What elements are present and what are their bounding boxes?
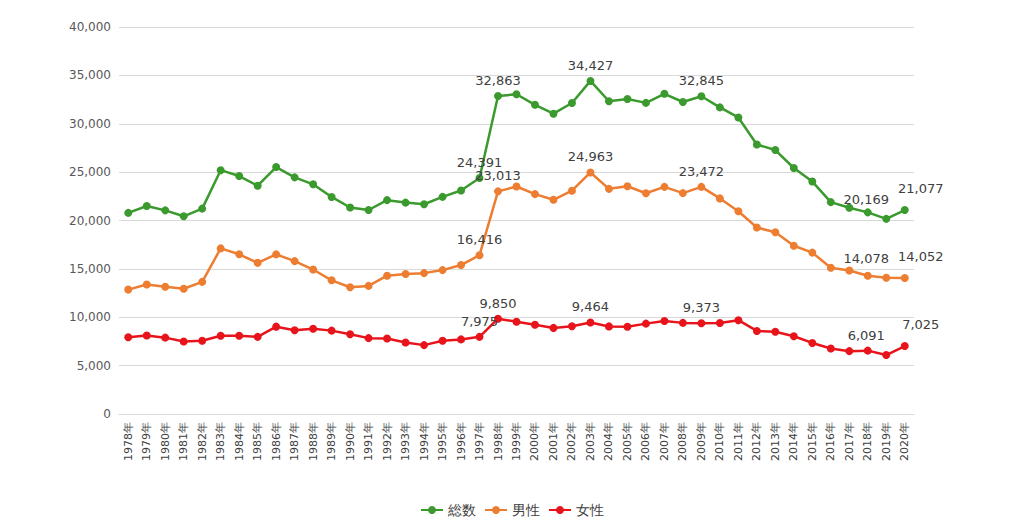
svg-text:2001年: 2001年 [547,422,560,461]
svg-text:2017年: 2017年 [843,422,856,461]
svg-text:男性: 男性 [512,502,540,518]
svg-text:1987年: 1987年 [288,422,301,461]
svg-text:2006年: 2006年 [639,422,652,461]
svg-text:1978年: 1978年 [122,422,135,461]
svg-text:1994年: 1994年 [418,422,431,461]
svg-text:1980年: 1980年 [159,422,172,461]
svg-text:1982年: 1982年 [196,422,209,461]
svg-text:7,975: 7,975 [461,314,498,329]
svg-text:2014年: 2014年 [787,422,800,461]
svg-text:1999年: 1999年 [510,422,523,461]
svg-text:2018年: 2018年 [861,422,874,461]
svg-text:30,000: 30,000 [69,117,111,131]
svg-text:15,000: 15,000 [69,262,111,276]
svg-text:34,427: 34,427 [568,58,614,73]
svg-text:2005年: 2005年 [621,422,634,461]
svg-text:9,464: 9,464 [572,299,609,314]
svg-text:2019年: 2019年 [880,422,893,461]
svg-text:10,000: 10,000 [69,310,111,324]
svg-text:1984年: 1984年 [233,422,246,461]
svg-text:32,863: 32,863 [475,73,521,88]
svg-text:2016年: 2016年 [824,422,837,461]
svg-text:35,000: 35,000 [69,68,111,82]
svg-text:1983年: 1983年 [214,422,227,461]
svg-text:0: 0 [103,407,111,421]
svg-text:6,091: 6,091 [848,328,885,343]
svg-text:1996年: 1996年 [455,422,468,461]
svg-text:1990年: 1990年 [344,422,357,461]
svg-text:1992年: 1992年 [381,422,394,461]
svg-text:1981年: 1981年 [177,422,190,461]
svg-text:7,025: 7,025 [902,317,939,332]
svg-text:1979年: 1979年 [140,422,153,461]
svg-text:1993年: 1993年 [399,422,412,461]
svg-text:24,391: 24,391 [456,155,503,170]
svg-text:23,013: 23,013 [475,168,521,183]
svg-text:1991年: 1991年 [362,422,375,461]
svg-text:5,000: 5,000 [77,359,111,373]
svg-text:9,373: 9,373 [683,300,720,315]
svg-text:40,000: 40,000 [69,20,111,34]
svg-text:1985年: 1985年 [251,422,264,461]
svg-text:24,963: 24,963 [568,149,614,164]
svg-text:女性: 女性 [576,502,604,518]
svg-text:20,169: 20,169 [844,192,890,207]
svg-text:2003年: 2003年 [584,422,597,461]
svg-text:2011年: 2011年 [732,422,745,461]
svg-text:1998年: 1998年 [492,422,505,461]
svg-text:2009年: 2009年 [695,422,708,461]
svg-text:2004年: 2004年 [602,422,615,461]
svg-text:32,845: 32,845 [679,73,725,88]
svg-text:1986年: 1986年 [270,422,283,461]
svg-text:2010年: 2010年 [713,422,726,461]
svg-text:2020年: 2020年 [898,422,911,461]
svg-text:14,078: 14,078 [844,251,890,266]
svg-text:2000年: 2000年 [528,422,541,461]
svg-text:2013年: 2013年 [769,422,782,461]
svg-text:2012年: 2012年 [750,422,763,461]
svg-text:2015年: 2015年 [806,422,819,461]
svg-text:総数: 総数 [447,502,476,518]
svg-text:2008年: 2008年 [676,422,689,461]
svg-text:1988年: 1988年 [307,422,320,461]
svg-text:21,077: 21,077 [898,181,944,196]
svg-text:2007年: 2007年 [658,422,671,461]
svg-text:14,052: 14,052 [898,249,944,264]
svg-text:1997年: 1997年 [473,422,486,461]
svg-text:20,000: 20,000 [69,214,111,228]
svg-text:1995年: 1995年 [436,422,449,461]
svg-text:25,000: 25,000 [69,165,111,179]
svg-text:16,416: 16,416 [457,232,503,247]
svg-text:23,472: 23,472 [679,164,725,179]
svg-text:1989年: 1989年 [325,422,338,461]
svg-text:2002年: 2002年 [565,422,578,461]
svg-text:9,850: 9,850 [479,296,516,311]
